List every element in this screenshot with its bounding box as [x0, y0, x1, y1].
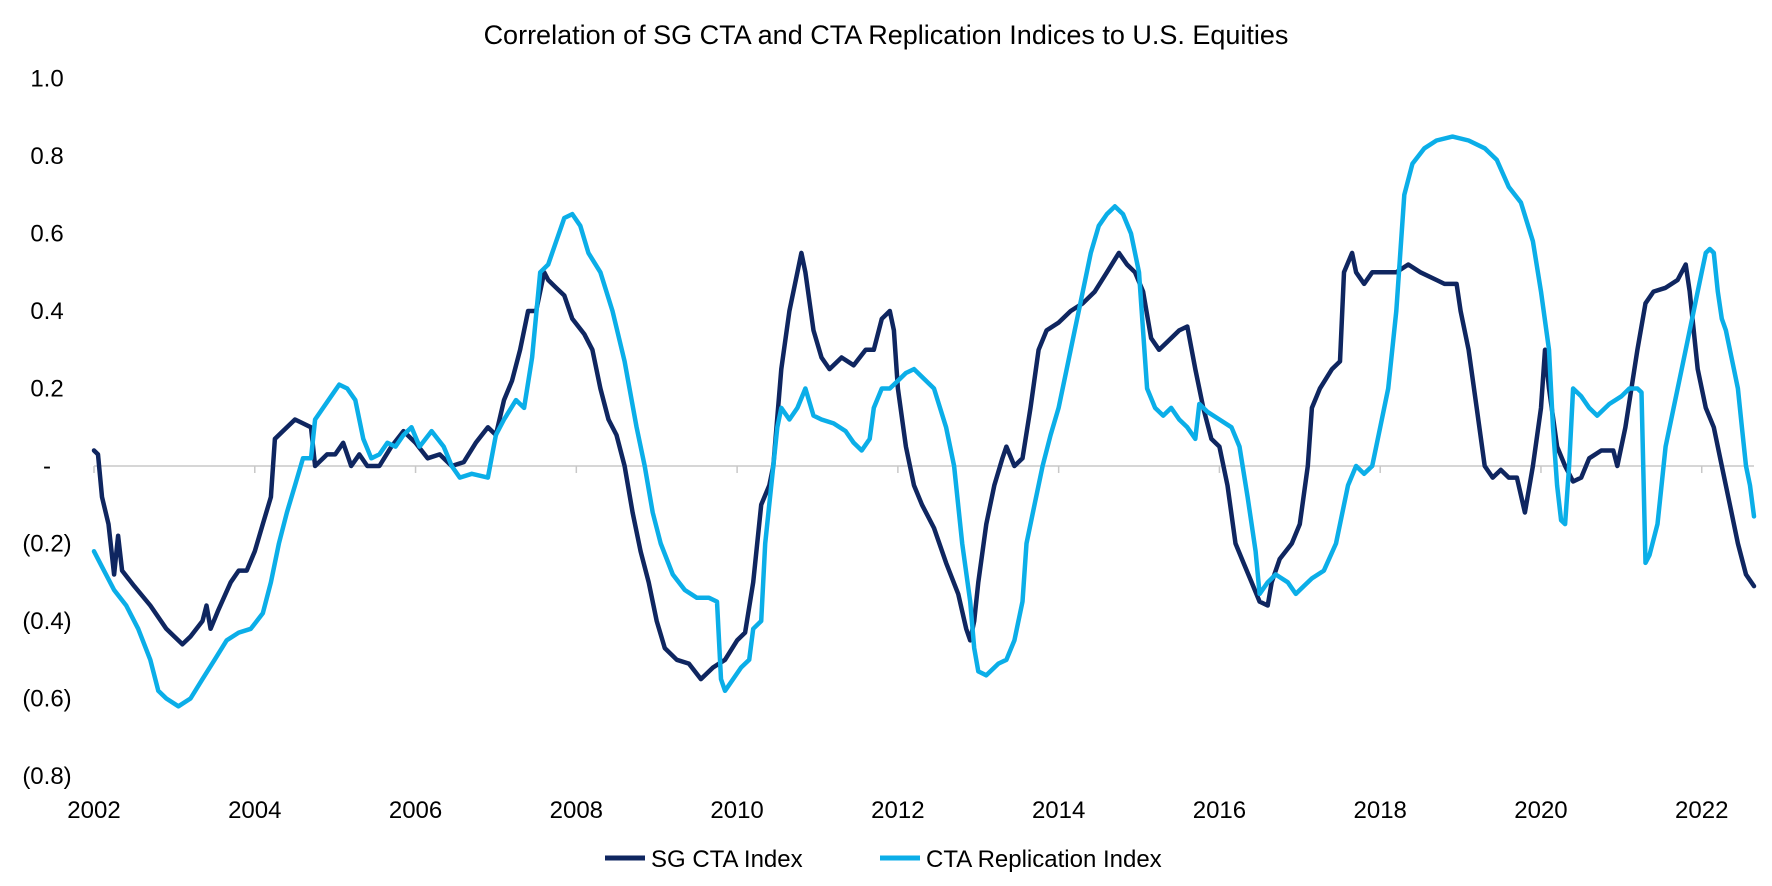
legend: SG CTA Index CTA Replication Index	[605, 846, 1162, 873]
chart-title: Correlation of SG CTA and CTA Replicatio…	[484, 20, 1289, 50]
y-tick-label: (0.4)	[22, 608, 71, 635]
y-tick-label: -	[43, 453, 51, 480]
x-tick-label: 2004	[228, 797, 281, 824]
y-tick-label: 0.8	[30, 143, 63, 170]
y-tick-label: 0.2	[30, 376, 63, 403]
x-tick-label: 2020	[1514, 797, 1567, 824]
y-tick-label: 0.4	[30, 298, 63, 325]
x-tick-label: 2018	[1354, 797, 1407, 824]
x-tick-label: 2006	[389, 797, 442, 824]
x-tick-label: 2022	[1675, 797, 1728, 824]
x-tick-label: 2016	[1193, 797, 1246, 824]
legend-label: CTA Replication Index	[926, 846, 1162, 873]
x-tick-label: 2002	[67, 797, 120, 824]
series-line-cta-replication-index	[91, 134, 1757, 709]
x-tick-label: 2008	[550, 797, 603, 824]
y-tick-label: (0.6)	[22, 686, 71, 713]
y-tick-label: 1.0	[30, 66, 63, 93]
x-tick-label: 2014	[1032, 797, 1085, 824]
x-tick-label: 2012	[871, 797, 924, 824]
series-line-sg-cta-index	[91, 250, 1757, 682]
series-lines	[91, 134, 1757, 709]
y-tick-label: (0.8)	[22, 763, 71, 790]
legend-label: SG CTA Index	[651, 846, 803, 873]
x-axis-ticks: 2002 2004 2006 2008 2010 2012 2014 2016 2018 2020…	[67, 797, 1728, 824]
y-axis-ticks: 1.0 0.8 0.6 0.4 0.2 - (0.2) (0.4) (0.6) (0.8)	[22, 66, 71, 791]
y-tick-label: 0.6	[30, 221, 63, 248]
y-tick-label: (0.2)	[22, 531, 71, 558]
x-tick-label: 2010	[710, 797, 763, 824]
